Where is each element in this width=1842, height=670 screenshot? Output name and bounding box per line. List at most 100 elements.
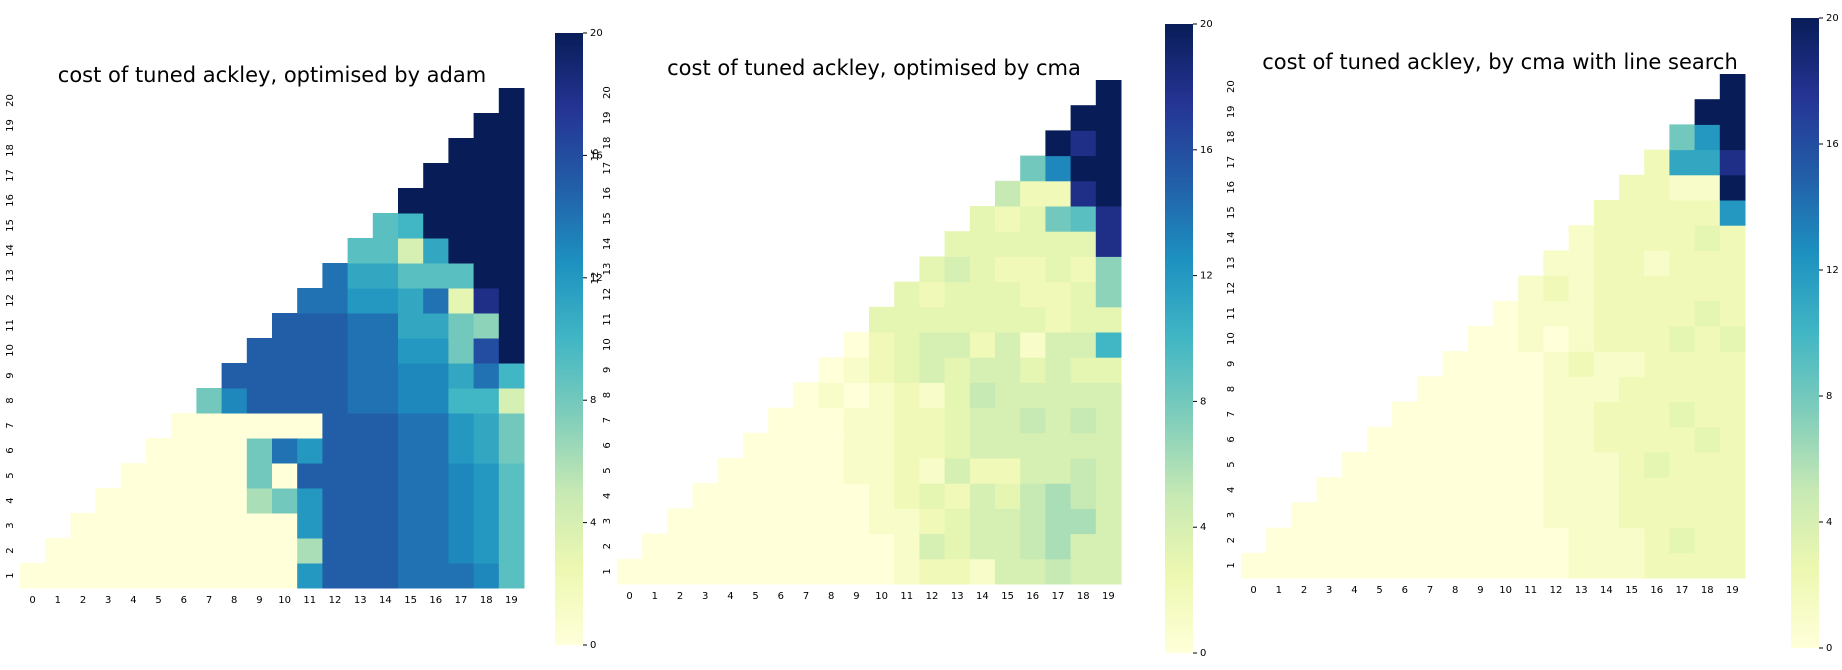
heatmap-cell	[793, 533, 820, 560]
heatmap-cell	[995, 483, 1021, 509]
y-tick-label: 19	[1226, 105, 1237, 118]
heatmap-cell	[793, 407, 820, 434]
heatmap-cell	[221, 538, 248, 564]
x-tick-label: 18	[480, 595, 493, 606]
heatmap-cell	[1095, 533, 1122, 560]
heatmap-cell	[398, 238, 424, 264]
y-tick-label: 4	[5, 497, 16, 503]
y-tick-label: 5	[1226, 461, 1237, 467]
heatmap-cell	[1045, 558, 1072, 585]
y-tick-label: 16	[1226, 181, 1237, 194]
y-tick-label: 10	[1226, 332, 1237, 345]
heatmap-cell	[1316, 502, 1343, 529]
heatmap-cell	[1020, 382, 1046, 409]
heatmap-cell	[1619, 376, 1645, 403]
heatmap-cell	[498, 263, 525, 289]
heatmap-cell	[1045, 382, 1072, 409]
heatmap-cell	[1593, 527, 1620, 554]
heatmap-cell	[1593, 326, 1620, 352]
colorbar: 0 4 8 12 16 20	[1165, 19, 1213, 659]
heatmap-cell	[473, 113, 500, 139]
heatmap-cell	[347, 538, 374, 564]
y-tick-label: 12	[1226, 282, 1237, 295]
heatmap-cell	[1070, 533, 1097, 560]
heatmap-cell	[498, 213, 525, 239]
heatmap-cell	[398, 388, 424, 414]
heatmap-cell	[221, 488, 248, 514]
heatmap-cell	[894, 483, 920, 509]
heatmap-cell	[498, 88, 525, 114]
heatmap-cell	[1543, 300, 1570, 327]
heatmap-cell	[221, 563, 248, 589]
heatmap-cell	[1467, 552, 1494, 579]
heatmap-cell	[448, 413, 475, 439]
heatmap-cell	[70, 563, 97, 589]
heatmap-cell	[969, 508, 996, 535]
heatmap-cell	[969, 458, 996, 484]
heatmap-cell	[473, 313, 500, 339]
heatmap-cell	[995, 206, 1021, 232]
heatmap-cell	[372, 513, 399, 539]
heatmap-cell	[322, 363, 349, 389]
x-tick-label: 1	[652, 591, 658, 602]
x-tick-label: 15	[1001, 591, 1014, 602]
heatmap-cell	[1367, 452, 1393, 478]
heatmap-cell	[498, 113, 525, 139]
heatmap-cell	[498, 563, 525, 589]
heatmap-cells	[1241, 74, 1746, 579]
heatmap-cell	[423, 413, 449, 439]
heatmap-cell	[423, 238, 449, 264]
heatmap-cell	[995, 281, 1021, 308]
heatmap-cell	[793, 382, 820, 409]
heatmap-cell	[297, 338, 323, 364]
heatmap-cell	[995, 382, 1021, 409]
heatmap-cell	[473, 538, 500, 564]
y-tick-label: 6	[5, 447, 16, 453]
heatmap-cell	[1593, 401, 1620, 428]
heatmap-cell	[1417, 552, 1444, 579]
heatmap-cell	[1543, 452, 1570, 478]
heatmap-cell	[869, 508, 895, 535]
heatmap-cell	[1070, 407, 1097, 434]
heatmap-cell	[498, 238, 525, 264]
heatmap-cell	[1694, 250, 1721, 277]
heatmap-cell	[322, 338, 349, 364]
heatmap-cell	[1518, 552, 1544, 579]
heatmap-cell	[1694, 552, 1721, 579]
heatmap-cell	[1070, 105, 1097, 131]
x-tick-label: 2	[80, 595, 86, 606]
heatmap-cell	[717, 508, 744, 535]
heatmap-cell	[1644, 149, 1670, 176]
heatmap-cell	[448, 363, 475, 389]
heatmap-cell	[448, 238, 475, 264]
heatmap-cell	[1669, 502, 1696, 529]
heatmap-cell	[398, 538, 424, 564]
heatmap-cell	[1045, 180, 1072, 207]
x-tick-label: 3	[105, 595, 111, 606]
heatmap-cell	[1669, 326, 1696, 352]
heatmap-cell	[448, 563, 475, 589]
heatmap-cell	[1392, 502, 1418, 529]
heatmap-cell	[196, 413, 223, 439]
heatmap-cell	[894, 332, 920, 358]
heatmap-cell	[1669, 149, 1696, 176]
y-tick-label: 8	[5, 397, 16, 403]
heatmap-cell	[347, 238, 374, 264]
heatmap-cell	[1417, 401, 1444, 428]
heatmap-cell	[347, 363, 374, 389]
heatmap-cell	[1543, 376, 1570, 403]
heatmap-cell	[473, 438, 500, 464]
y-tick-label: 15	[1226, 206, 1237, 219]
heatmap-cell	[1020, 281, 1046, 308]
x-tick-label: 7	[206, 595, 212, 606]
heatmap-cell	[1644, 426, 1670, 453]
heatmap-cell	[423, 463, 449, 489]
heatmap-cell	[743, 432, 769, 459]
heatmap-cells	[20, 88, 525, 589]
heatmap-cell	[347, 513, 374, 539]
colorbar-tick-label: 20	[1826, 13, 1839, 24]
heatmap-cell	[1568, 401, 1595, 428]
heatmap-cell	[1669, 426, 1696, 453]
heatmap-cell	[1518, 351, 1544, 377]
heatmap-cell	[843, 407, 870, 434]
